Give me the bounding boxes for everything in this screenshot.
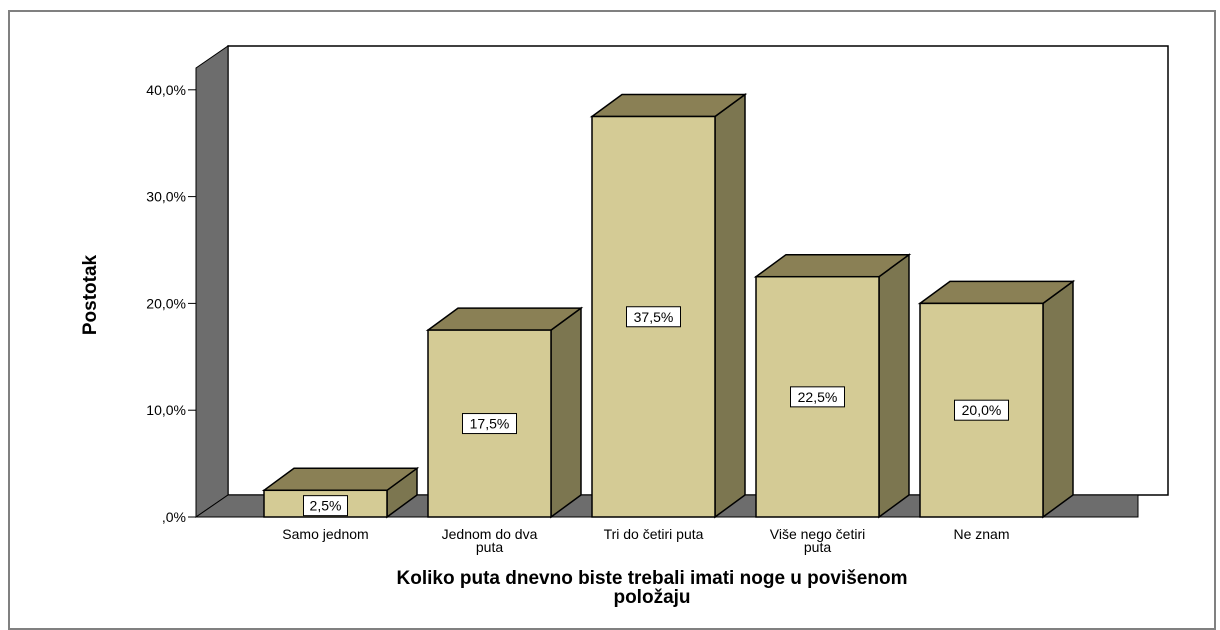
data-label-box: [790, 386, 845, 408]
y-tick-label: 20,0%: [146, 295, 186, 311]
x-tick-label: Jednom do dva: [442, 526, 538, 542]
left-wall: [195, 45, 229, 518]
bar-side: [878, 253, 910, 519]
data-label-box: [462, 413, 517, 435]
bar: 20,0%: [917, 279, 1076, 519]
y-tick-label: 40,0%: [146, 82, 186, 98]
data-label: 37,5%: [634, 309, 674, 325]
y-tick-label: ,0%: [162, 509, 186, 525]
bar-side: [1042, 279, 1074, 519]
x-tick-label: puta: [804, 539, 831, 555]
bar: 17,5%: [425, 306, 584, 519]
bars: 2,5% 17,5% 37,5% 22,5% 20,0%: [261, 93, 1076, 519]
data-label: 20,0%: [962, 402, 1002, 418]
y-axis-title: Postotak: [80, 254, 101, 335]
x-tick-label: Više nego četiri: [770, 526, 865, 542]
data-label: 22,5%: [798, 389, 838, 405]
bar: 2,5%: [261, 466, 420, 519]
data-label: 17,5%: [470, 416, 510, 432]
data-label-box: [954, 399, 1009, 421]
x-tick-label: Tri do četiri puta: [604, 526, 704, 542]
y-tick-label: 30,0%: [146, 189, 186, 205]
data-label: 2,5%: [310, 498, 342, 514]
x-tick-label: puta: [476, 539, 503, 555]
x-axis-title-line-2: položaju: [613, 587, 690, 608]
bar-side: [550, 306, 582, 519]
bar-side: [714, 93, 746, 519]
y-tick-label: 10,0%: [146, 402, 186, 418]
bar: 22,5%: [753, 253, 912, 519]
x-tick-label: Ne znam: [953, 526, 1009, 542]
data-label-box: [626, 306, 681, 328]
x-axis-title-line-1: Koliko puta dnevno biste trebali imati n…: [397, 568, 908, 589]
x-tick-label: Samo jednom: [282, 526, 368, 542]
bar-chart: ,0% 10,0% 20,0% 30,0% 40,0% 2,5% 17,5% 37,5% 22…: [80, 45, 1169, 608]
bar: 37,5%: [589, 93, 748, 519]
data-label-box: [303, 495, 348, 517]
